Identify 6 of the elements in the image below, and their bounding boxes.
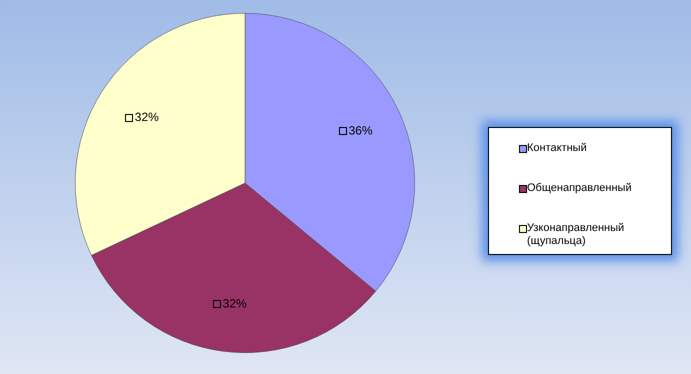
legend-label: Общенаправленный: [527, 182, 632, 194]
legend-label: Узконаправленный (щупальца): [527, 222, 624, 247]
data-label: 32%: [134, 110, 160, 124]
slice-label: Контактный: [527, 142, 587, 154]
data-label: 32%: [222, 296, 248, 311]
data-label: 36%: [348, 123, 373, 138]
